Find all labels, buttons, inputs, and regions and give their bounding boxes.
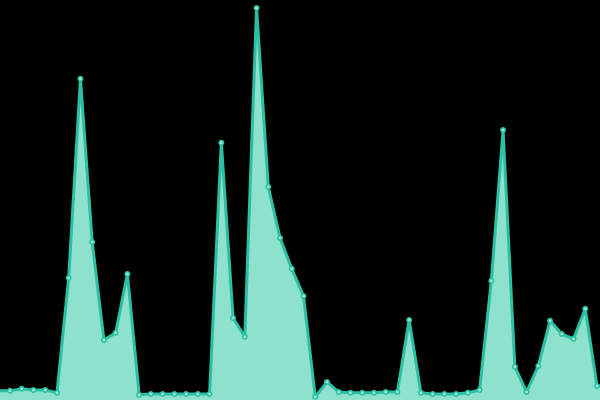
data-point-marker xyxy=(593,382,600,389)
data-point-marker xyxy=(253,5,260,12)
data-point-marker xyxy=(547,317,554,324)
data-point-marker xyxy=(570,335,577,342)
data-point-marker xyxy=(288,265,295,272)
data-point-marker xyxy=(406,316,413,323)
data-point-marker xyxy=(500,127,507,134)
data-point-marker xyxy=(42,386,49,393)
data-point-marker xyxy=(230,314,237,321)
data-point-marker xyxy=(417,389,424,396)
data-point-marker xyxy=(359,389,366,396)
data-point-marker xyxy=(147,390,154,397)
data-point-marker xyxy=(488,277,495,284)
data-point-marker xyxy=(53,389,60,396)
data-point-marker xyxy=(464,389,471,396)
data-point-marker xyxy=(194,390,201,397)
data-point-marker xyxy=(382,388,389,395)
data-point-marker xyxy=(206,390,213,397)
data-point-marker xyxy=(89,239,96,246)
data-point-marker xyxy=(100,336,107,343)
data-point-marker xyxy=(183,390,190,397)
data-point-marker xyxy=(476,386,483,393)
data-point-marker xyxy=(265,183,272,190)
data-point-marker xyxy=(30,386,37,393)
data-point-marker xyxy=(535,362,542,369)
data-point-marker xyxy=(77,75,84,82)
data-point-marker xyxy=(582,305,589,312)
data-point-marker xyxy=(18,385,25,392)
data-point-marker xyxy=(312,393,319,400)
data-point-marker xyxy=(323,378,330,385)
data-point-marker xyxy=(370,389,377,396)
data-point-marker xyxy=(241,333,248,340)
data-point-marker xyxy=(112,329,119,336)
data-point-marker xyxy=(335,388,342,395)
data-point-marker xyxy=(429,390,436,397)
data-point-marker xyxy=(523,388,530,395)
data-point-marker xyxy=(7,387,14,394)
data-point-marker xyxy=(347,389,354,396)
data-point-marker xyxy=(558,330,565,337)
data-point-marker xyxy=(394,388,401,395)
data-point-marker xyxy=(300,292,307,299)
data-point-marker xyxy=(441,390,448,397)
data-point-marker xyxy=(277,235,284,242)
data-point-marker xyxy=(218,139,225,146)
data-point-marker xyxy=(124,270,131,277)
data-point-marker xyxy=(65,274,72,281)
data-point-marker xyxy=(453,390,460,397)
data-point-marker xyxy=(159,390,166,397)
chart-data-markers xyxy=(7,5,600,400)
data-point-marker xyxy=(171,390,178,397)
data-point-marker xyxy=(511,363,518,370)
data-point-marker xyxy=(136,391,143,398)
